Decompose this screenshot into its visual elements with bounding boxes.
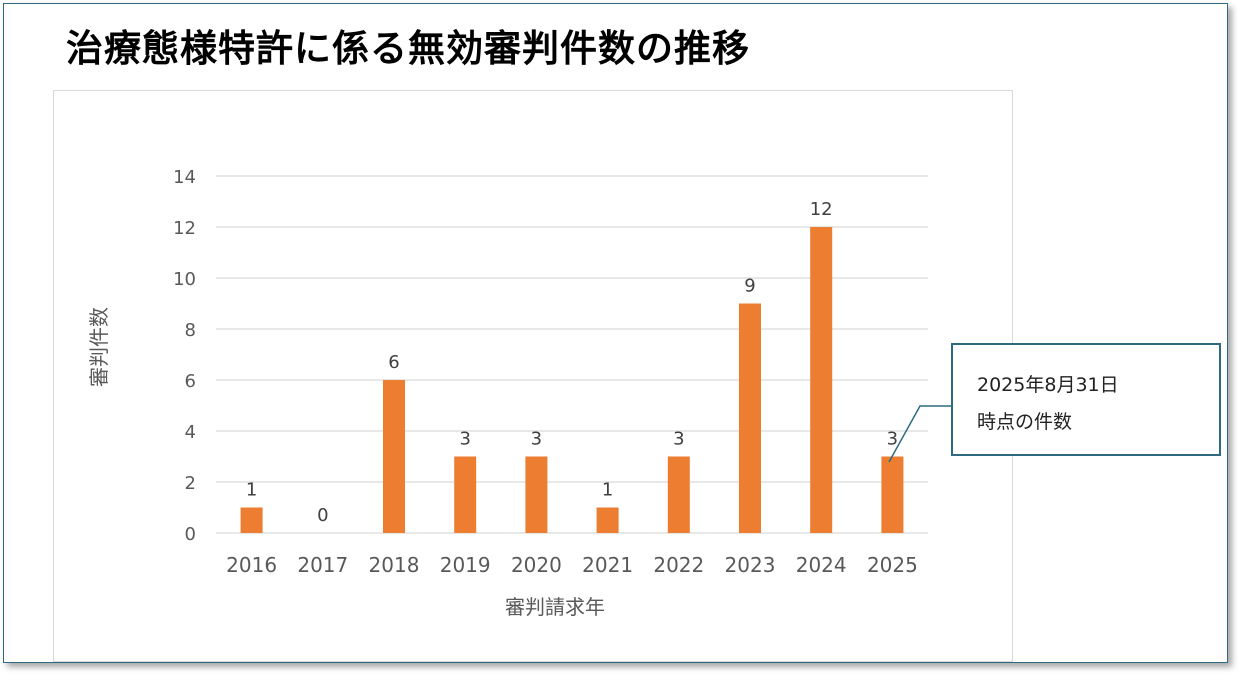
data-label: 12 [810,199,833,220]
bar [383,380,405,533]
bar [667,456,690,533]
y-tick-label: 2 [185,473,196,494]
x-tick-label: 2016 [226,553,277,577]
x-axis-ticks: 2016 2017 2018 2019 2020 2021 2022 2023 2024 2025 [226,553,918,577]
data-label: 3 [673,429,684,450]
bars [240,227,904,533]
y-axis-title: 審判件数 [87,307,111,387]
y-tick-label: 12 [173,218,196,239]
bar [596,507,619,533]
x-tick-label: 2025 [867,553,918,577]
data-label: 1 [246,480,257,501]
x-tick-label: 2023 [725,553,776,577]
data-label: 3 [531,429,542,450]
x-tick-label: 2022 [653,553,704,577]
x-tick-label: 2018 [369,553,420,577]
x-tick-label: 2019 [440,553,491,577]
x-tick-label: 2020 [511,553,562,577]
callout-box: 2025年8月31日 時点の件数 [951,343,1221,456]
x-tick-label: 2024 [796,553,847,577]
data-labels: 1 0 6 3 3 1 3 9 12 3 [246,199,898,526]
data-label: 3 [887,429,898,450]
bar [810,227,833,533]
bar [739,303,761,533]
x-tick-label: 2017 [297,553,348,577]
y-tick-label: 14 [173,167,196,188]
y-axis-ticks: 0 2 4 6 8 10 12 14 [173,167,196,545]
data-label: 1 [602,480,613,501]
callout-note: 時点の件数 [977,411,1073,433]
x-tick-label: 2021 [582,553,633,577]
data-label: 9 [744,276,755,297]
y-tick-label: 6 [185,371,196,392]
bar [525,456,548,533]
x-axis-title: 審判請求年 [505,595,605,619]
data-label: 3 [459,429,470,450]
gridlines [216,175,928,534]
y-tick-label: 8 [185,320,196,341]
y-tick-label: 10 [173,269,196,290]
data-label: 6 [388,352,399,373]
bar [454,456,477,533]
data-label: 0 [317,505,328,526]
callout-date: 2025年8月31日 [977,374,1119,396]
bar [240,507,263,533]
y-tick-label: 0 [185,524,196,545]
chart-area: 0 2 4 6 8 10 12 14 1 0 6 3 3 1 3 9 12 3 2016 2017 2018 2019… [53,90,1013,662]
y-tick-label: 4 [185,422,196,443]
page-title: 治療態様特許に係る無効審判件数の推移 [66,27,750,70]
bar [881,456,904,533]
